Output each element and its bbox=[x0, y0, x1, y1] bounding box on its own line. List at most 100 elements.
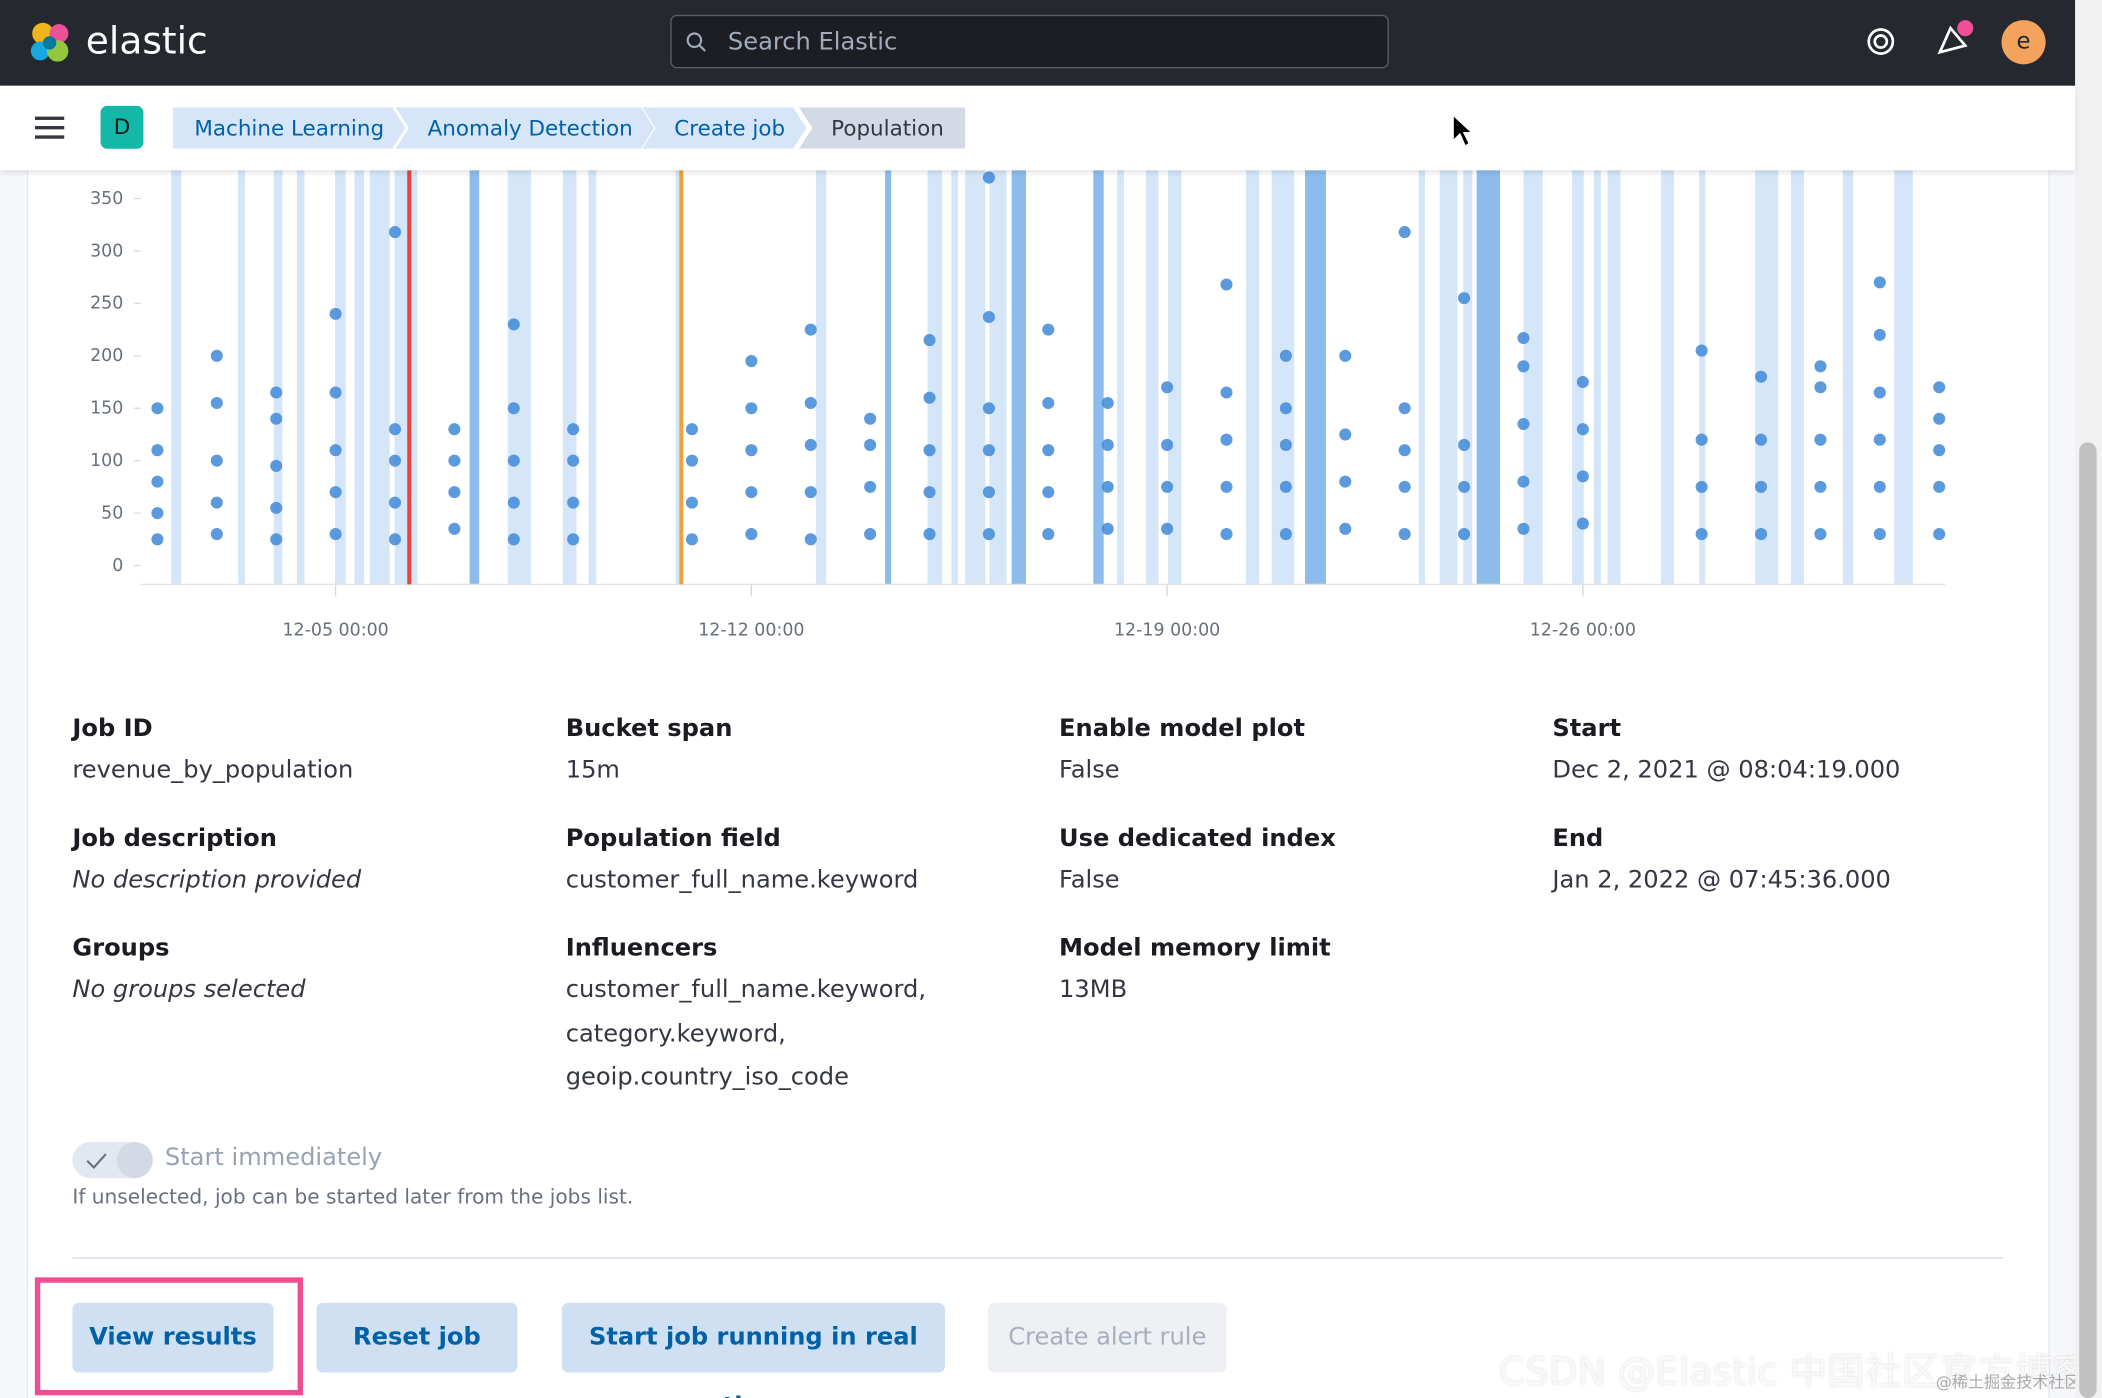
data-point bbox=[1398, 226, 1411, 239]
breadcrumb[interactable]: Machine Learning bbox=[173, 107, 406, 149]
data-point bbox=[745, 486, 758, 499]
data-point bbox=[1398, 444, 1411, 457]
detail-label: Groups bbox=[72, 934, 170, 963]
data-point bbox=[804, 438, 817, 451]
avatar[interactable]: e bbox=[2001, 20, 2046, 65]
space-badge[interactable]: D bbox=[100, 105, 144, 149]
breadcrumb[interactable]: Anomaly Detection bbox=[395, 107, 654, 149]
data-point bbox=[567, 423, 580, 436]
data-point bbox=[1101, 522, 1114, 535]
breadcrumb[interactable]: Create job bbox=[642, 107, 806, 149]
view-results-button[interactable]: View results bbox=[72, 1302, 274, 1373]
data-point bbox=[745, 402, 758, 415]
news-icon[interactable] bbox=[1933, 16, 1979, 59]
bucket-stripe bbox=[1146, 170, 1159, 585]
watermark: CSDN @Elastic 中国社区官方博客 bbox=[1498, 1349, 2090, 1394]
data-point bbox=[1220, 480, 1233, 493]
data-point bbox=[1101, 396, 1114, 410]
divider bbox=[72, 1257, 2003, 1259]
data-point bbox=[1933, 480, 1946, 493]
bucket-stripe bbox=[675, 170, 682, 585]
data-point bbox=[1161, 438, 1174, 451]
detail-value: False bbox=[1059, 755, 1120, 785]
data-point bbox=[1695, 480, 1708, 493]
data-point bbox=[210, 496, 223, 509]
data-point bbox=[1161, 522, 1174, 535]
reset-job-button[interactable]: Reset job bbox=[316, 1302, 518, 1373]
data-point bbox=[745, 355, 758, 368]
data-point bbox=[388, 454, 402, 467]
data-point bbox=[1339, 428, 1352, 441]
detail-value: geoip.country_iso_code bbox=[565, 1062, 849, 1092]
bucket-stripe bbox=[171, 170, 182, 585]
search-placeholder: Search Elastic bbox=[727, 28, 898, 57]
search-box[interactable]: Search Elastic bbox=[670, 14, 1389, 69]
toggle-help: If unselected, job can be started later … bbox=[72, 1184, 634, 1210]
data-point bbox=[329, 386, 342, 399]
data-point bbox=[982, 528, 995, 541]
data-point bbox=[151, 402, 164, 415]
toggle[interactable] bbox=[72, 1141, 153, 1179]
y-tick-label: 350 bbox=[90, 189, 123, 209]
data-point bbox=[1814, 528, 1827, 541]
data-point bbox=[685, 533, 698, 546]
data-point bbox=[567, 533, 580, 546]
bucket-stripe bbox=[989, 170, 1007, 585]
chart: 0 50 100 150 200 250 300 350 12-05 00:00 12-12 00… bbox=[90, 170, 1946, 640]
data-point bbox=[448, 486, 461, 499]
data-point bbox=[804, 486, 817, 499]
search-icon bbox=[686, 32, 706, 52]
data-point bbox=[1517, 331, 1530, 345]
scrollbar-thumb[interactable] bbox=[2079, 442, 2097, 1398]
detail-label: Use dedicated index bbox=[1059, 824, 1336, 853]
bucket-stripe bbox=[273, 170, 283, 585]
bucket-stripe bbox=[296, 170, 305, 585]
menu-icon[interactable] bbox=[34, 115, 65, 139]
data-point bbox=[1873, 276, 1886, 289]
data-point bbox=[1161, 480, 1174, 493]
detail-label: Job description bbox=[72, 824, 277, 853]
data-point bbox=[1398, 528, 1411, 541]
data-point bbox=[448, 454, 461, 467]
bucket-stripe bbox=[1607, 170, 1621, 585]
bucket-stripe bbox=[469, 170, 480, 585]
data-point bbox=[1873, 480, 1886, 493]
data-point bbox=[151, 475, 164, 488]
data-point bbox=[685, 496, 698, 509]
data-point bbox=[1042, 444, 1055, 457]
bucket-stripe bbox=[1699, 170, 1706, 585]
data-point bbox=[448, 522, 461, 535]
bucket-stripe bbox=[562, 170, 577, 585]
bucket-stripe bbox=[1661, 170, 1675, 585]
data-point bbox=[804, 396, 817, 410]
data-point bbox=[1042, 396, 1055, 410]
bucket-stripe bbox=[1439, 170, 1458, 585]
breadcrumb-bar: D Machine Learning Anomaly Detection Cre… bbox=[0, 85, 2076, 171]
bucket-stripe bbox=[1271, 170, 1295, 585]
y-tick-label: 150 bbox=[90, 399, 123, 419]
help-icon[interactable] bbox=[1863, 24, 1898, 59]
data-point bbox=[270, 533, 283, 546]
bucket-stripe bbox=[1117, 170, 1125, 585]
data-point bbox=[923, 528, 936, 541]
start-job-button[interactable]: Start job running in real time bbox=[561, 1302, 946, 1398]
data-point bbox=[210, 396, 223, 410]
data-point bbox=[1755, 433, 1768, 446]
data-point bbox=[329, 444, 342, 457]
data-point bbox=[210, 528, 223, 541]
data-point bbox=[1517, 475, 1530, 488]
detail-label: Population field bbox=[565, 824, 781, 853]
data-point bbox=[1517, 522, 1530, 535]
bucket-stripe bbox=[951, 170, 958, 585]
bucket-stripe bbox=[927, 170, 943, 585]
data-point bbox=[1458, 528, 1471, 541]
y-tick-label: 0 bbox=[112, 556, 123, 576]
data-point bbox=[210, 454, 223, 467]
data-point bbox=[923, 486, 936, 499]
data-point bbox=[1398, 402, 1411, 415]
data-point bbox=[1042, 486, 1055, 499]
data-point bbox=[1279, 528, 1292, 541]
detail-label: Start bbox=[1552, 714, 1622, 743]
